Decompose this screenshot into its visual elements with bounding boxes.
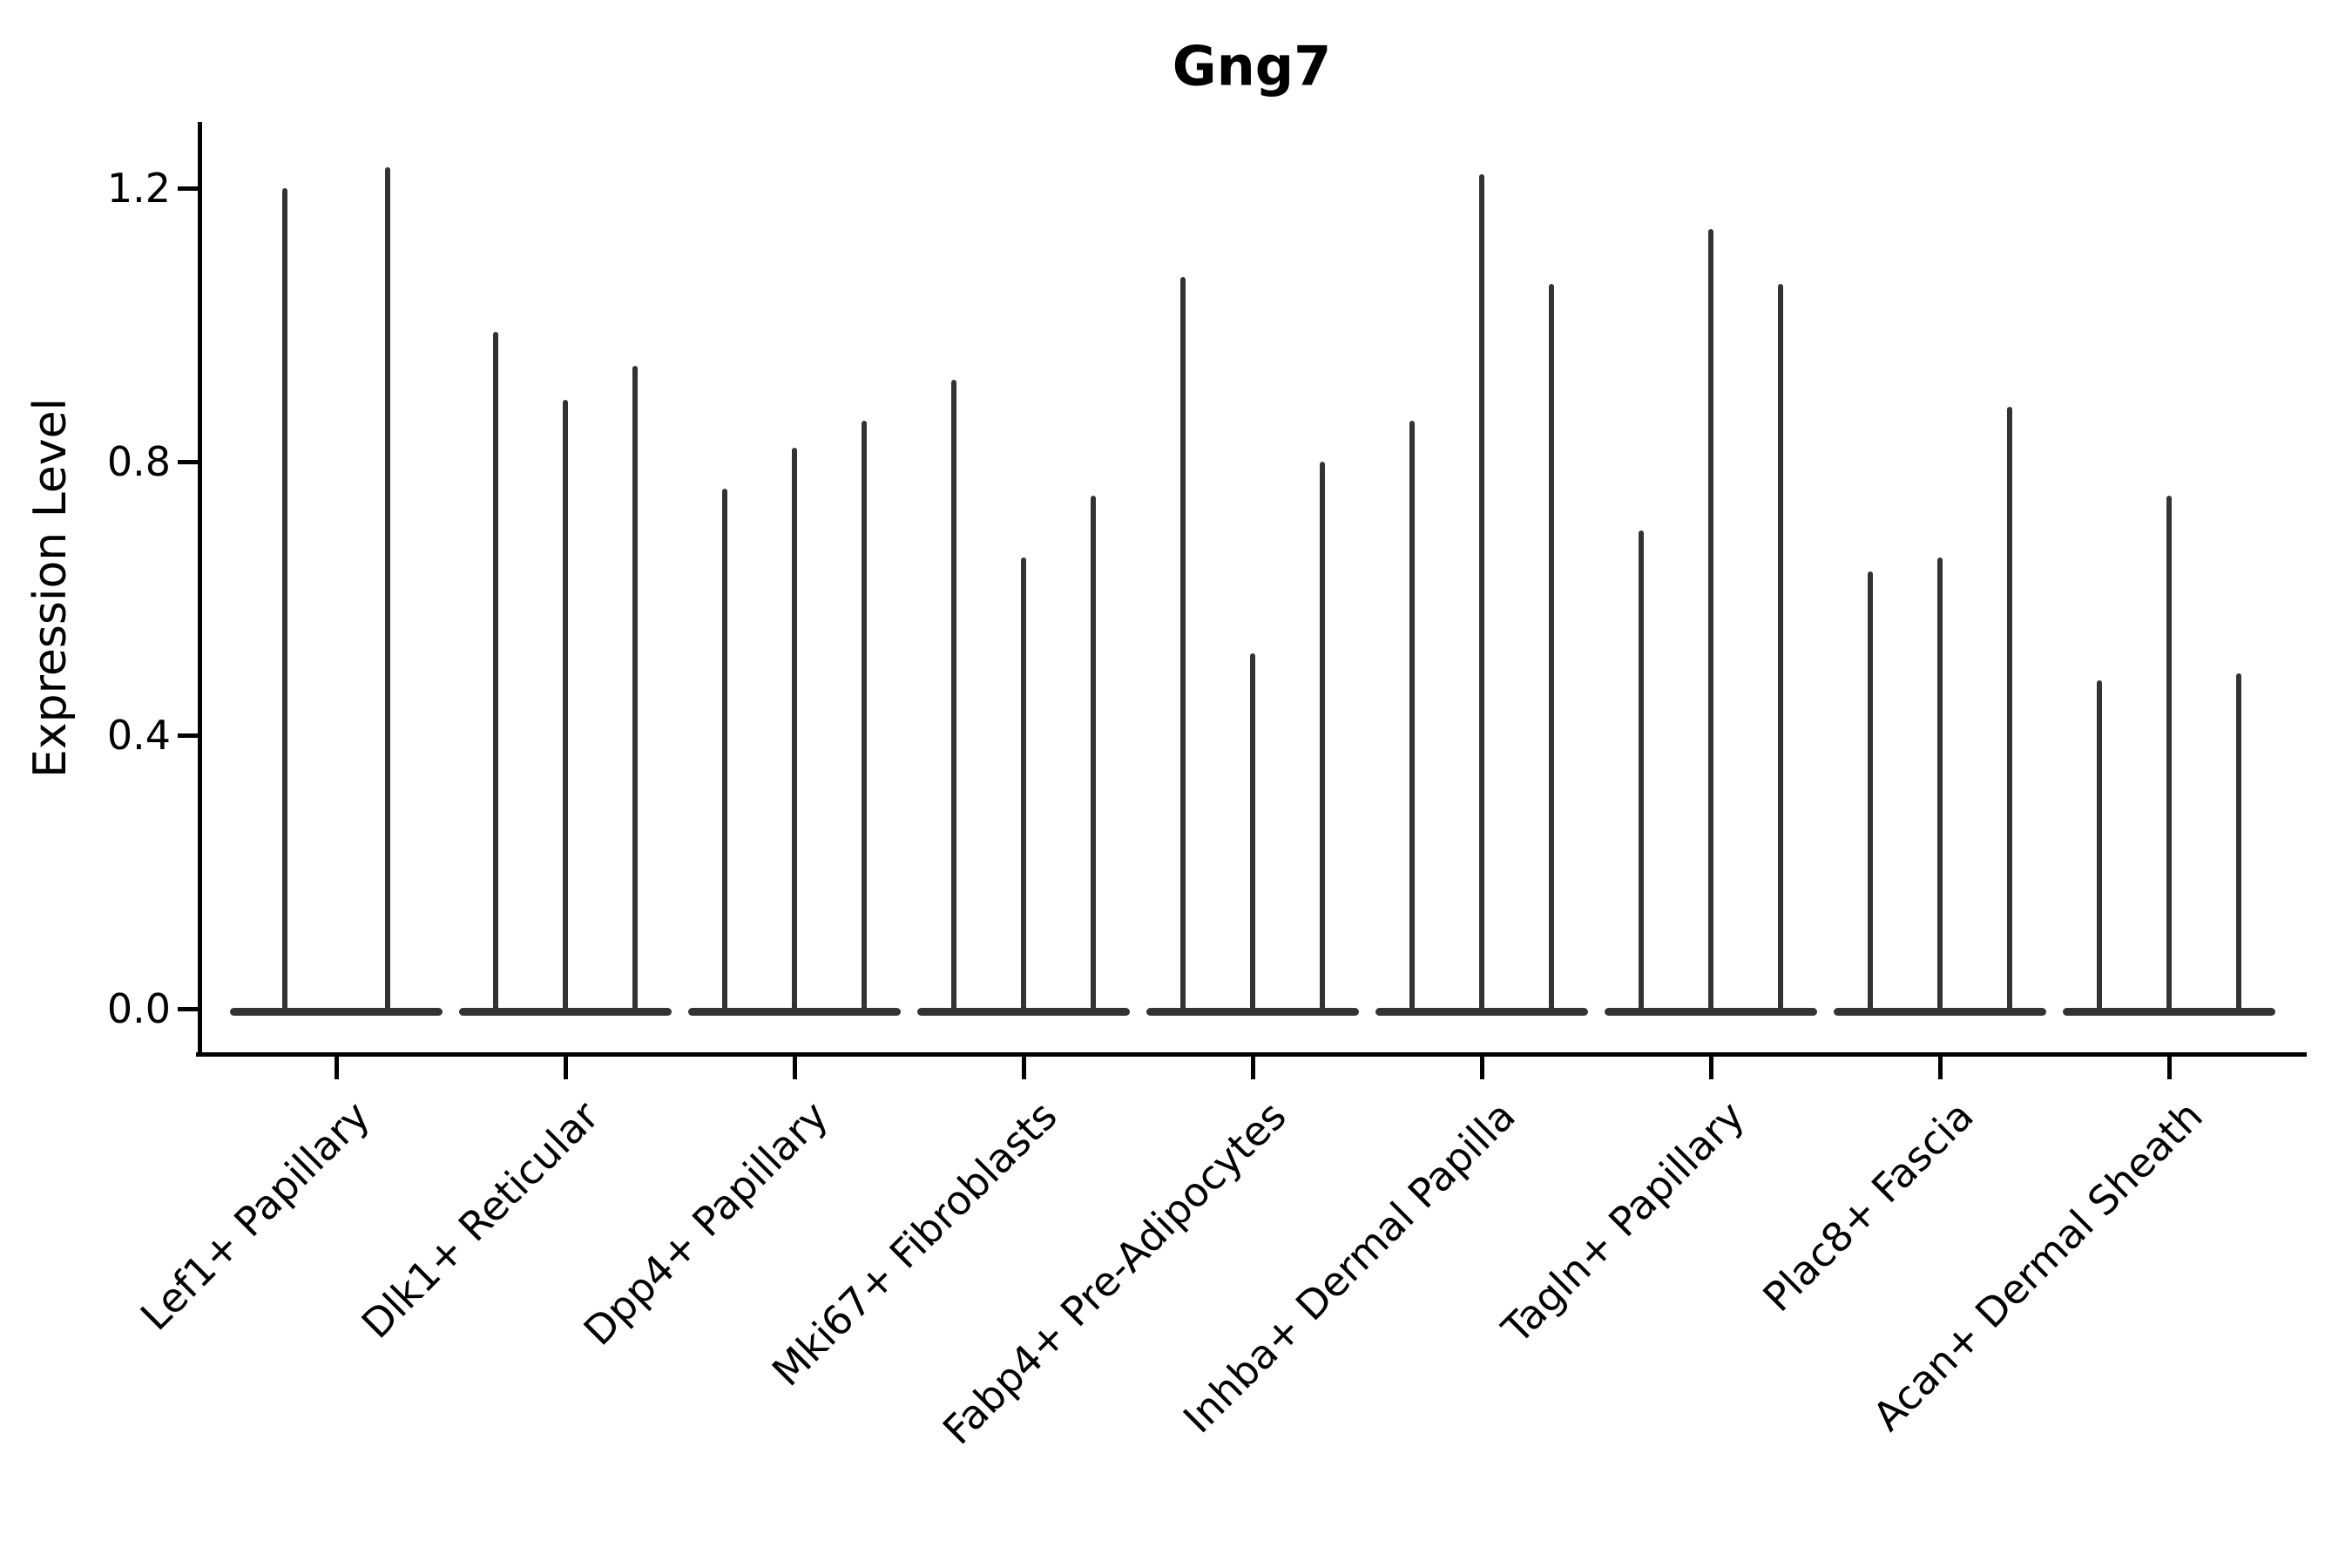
- violin-spike: [1320, 462, 1325, 1014]
- x-axis-tick-mark: [1708, 1057, 1713, 1079]
- violin-spike: [2236, 673, 2241, 1014]
- violin-spike: [2097, 680, 2102, 1014]
- x-axis-tick-mark: [2166, 1057, 2172, 1079]
- y-axis-tick-label: 0.8: [106, 438, 171, 485]
- x-axis-spine: [196, 1052, 2307, 1057]
- violin-spike: [563, 400, 568, 1014]
- y-axis-tick-label: 0.4: [106, 712, 171, 759]
- y-axis-spine: [198, 122, 202, 1057]
- violin-spike: [722, 489, 727, 1014]
- plot-title: Gng7: [1172, 34, 1332, 98]
- violin-spike: [1180, 277, 1186, 1014]
- x-axis-tick-mark: [1479, 1057, 1484, 1079]
- violin-spike: [1549, 283, 1554, 1014]
- violin-spike: [1868, 571, 1873, 1014]
- x-axis-label: Dlk1+ Reticular: [352, 1092, 608, 1348]
- y-axis-tick-mark: [178, 459, 199, 464]
- x-axis-tick-mark: [563, 1057, 568, 1079]
- violin-spike: [1937, 557, 1943, 1014]
- x-axis-tick-mark: [1021, 1057, 1026, 1079]
- violin-base: [230, 1007, 443, 1016]
- x-axis-tick-mark: [792, 1057, 797, 1079]
- violin-spike: [1250, 652, 1255, 1014]
- x-axis-tick-mark: [1250, 1057, 1255, 1079]
- violin-spike: [1778, 283, 1783, 1014]
- violin-spike: [951, 379, 956, 1014]
- violin-spike: [1479, 174, 1484, 1014]
- y-axis-tick-label: 1.2: [106, 165, 171, 212]
- violin-spike: [385, 167, 390, 1014]
- violin-spike: [1091, 496, 1096, 1014]
- violin-spike: [632, 366, 638, 1014]
- x-axis-label: Plac8+ Fascia: [1754, 1092, 1983, 1321]
- x-axis-tick-mark: [1937, 1057, 1943, 1079]
- x-axis-tick-mark: [334, 1057, 339, 1079]
- x-axis-label: Lef1+ Papillary: [131, 1092, 379, 1340]
- violin-spike: [1409, 420, 1415, 1014]
- y-axis-tick-mark: [178, 186, 199, 191]
- violin-spike: [2166, 496, 2172, 1014]
- violin-spike: [1021, 557, 1026, 1014]
- y-axis-tick-mark: [178, 733, 199, 738]
- violin-spike: [493, 331, 498, 1014]
- y-axis-tick-mark: [178, 1006, 199, 1011]
- violin-spike: [792, 448, 797, 1014]
- x-axis-label: Tagln+ Papillary: [1492, 1092, 1754, 1353]
- y-axis-tick-label: 0.0: [106, 985, 171, 1032]
- violin-spike: [282, 188, 287, 1014]
- x-axis-label: Dpp4+ Papillary: [574, 1092, 837, 1355]
- violin-spike: [2007, 407, 2012, 1014]
- violin-spike: [1639, 530, 1644, 1014]
- violin-spike: [1708, 229, 1713, 1014]
- violin-spike: [862, 420, 867, 1014]
